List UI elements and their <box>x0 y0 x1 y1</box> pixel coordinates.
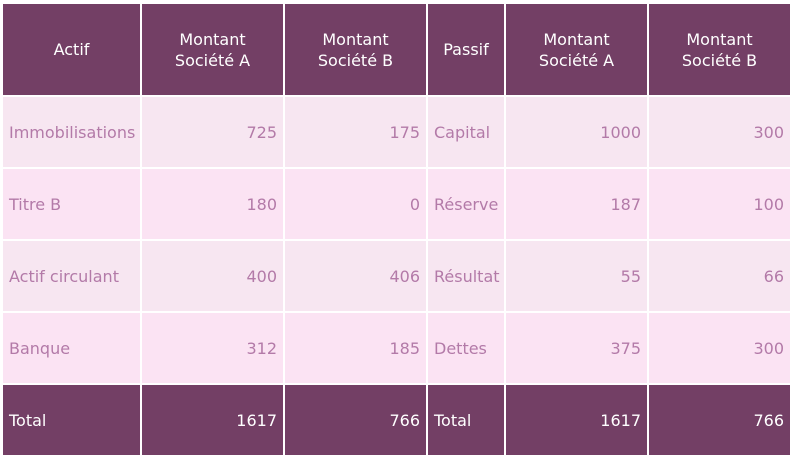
passif-value-b: 300 <box>649 313 790 383</box>
table-header: Actif Montant Société A Montant Société … <box>3 4 790 95</box>
actif-value-a: 725 <box>142 97 283 167</box>
header-montant-societe-b-actif: Montant Société B <box>285 4 426 95</box>
actif-value-b: 185 <box>285 313 426 383</box>
table-body: Immobilisations 725 175 Capital 1000 300… <box>3 97 790 383</box>
header-row: Actif Montant Société A Montant Société … <box>3 4 790 95</box>
passif-label: Dettes <box>428 313 504 383</box>
actif-label: Immobilisations <box>3 97 140 167</box>
total-passif-value-a: 1617 <box>506 385 647 455</box>
actif-label: Banque <box>3 313 140 383</box>
total-passif-label: Total <box>428 385 504 455</box>
passif-label: Capital <box>428 97 504 167</box>
actif-value-b: 175 <box>285 97 426 167</box>
table-row: Banque 312 185 Dettes 375 300 <box>3 313 790 383</box>
header-montant-societe-a-actif: Montant Société A <box>142 4 283 95</box>
passif-value-b: 100 <box>649 169 790 239</box>
table-row: Actif circulant 400 406 Résultat 55 66 <box>3 241 790 311</box>
total-actif-value-b: 766 <box>285 385 426 455</box>
passif-value-b: 66 <box>649 241 790 311</box>
passif-value-b: 300 <box>649 97 790 167</box>
header-montant-societe-b-passif: Montant Société B <box>649 4 790 95</box>
table-row: Immobilisations 725 175 Capital 1000 300 <box>3 97 790 167</box>
actif-value-a: 400 <box>142 241 283 311</box>
total-actif-label: Total <box>3 385 140 455</box>
passif-value-a: 187 <box>506 169 647 239</box>
total-actif-value-a: 1617 <box>142 385 283 455</box>
actif-label: Actif circulant <box>3 241 140 311</box>
actif-value-b: 406 <box>285 241 426 311</box>
header-actif: Actif <box>3 4 140 95</box>
table-footer: Total 1617 766 Total 1617 766 <box>3 385 790 455</box>
passif-label: Réserve <box>428 169 504 239</box>
header-montant-societe-a-passif: Montant Société A <box>506 4 647 95</box>
actif-value-a: 180 <box>142 169 283 239</box>
passif-label: Résultat <box>428 241 504 311</box>
actif-label: Titre B <box>3 169 140 239</box>
total-passif-value-b: 766 <box>649 385 790 455</box>
passif-value-a: 375 <box>506 313 647 383</box>
table-row: Titre B 180 0 Réserve 187 100 <box>3 169 790 239</box>
total-row: Total 1617 766 Total 1617 766 <box>3 385 790 455</box>
header-passif: Passif <box>428 4 504 95</box>
actif-value-a: 312 <box>142 313 283 383</box>
actif-value-b: 0 <box>285 169 426 239</box>
passif-value-a: 55 <box>506 241 647 311</box>
passif-value-a: 1000 <box>506 97 647 167</box>
